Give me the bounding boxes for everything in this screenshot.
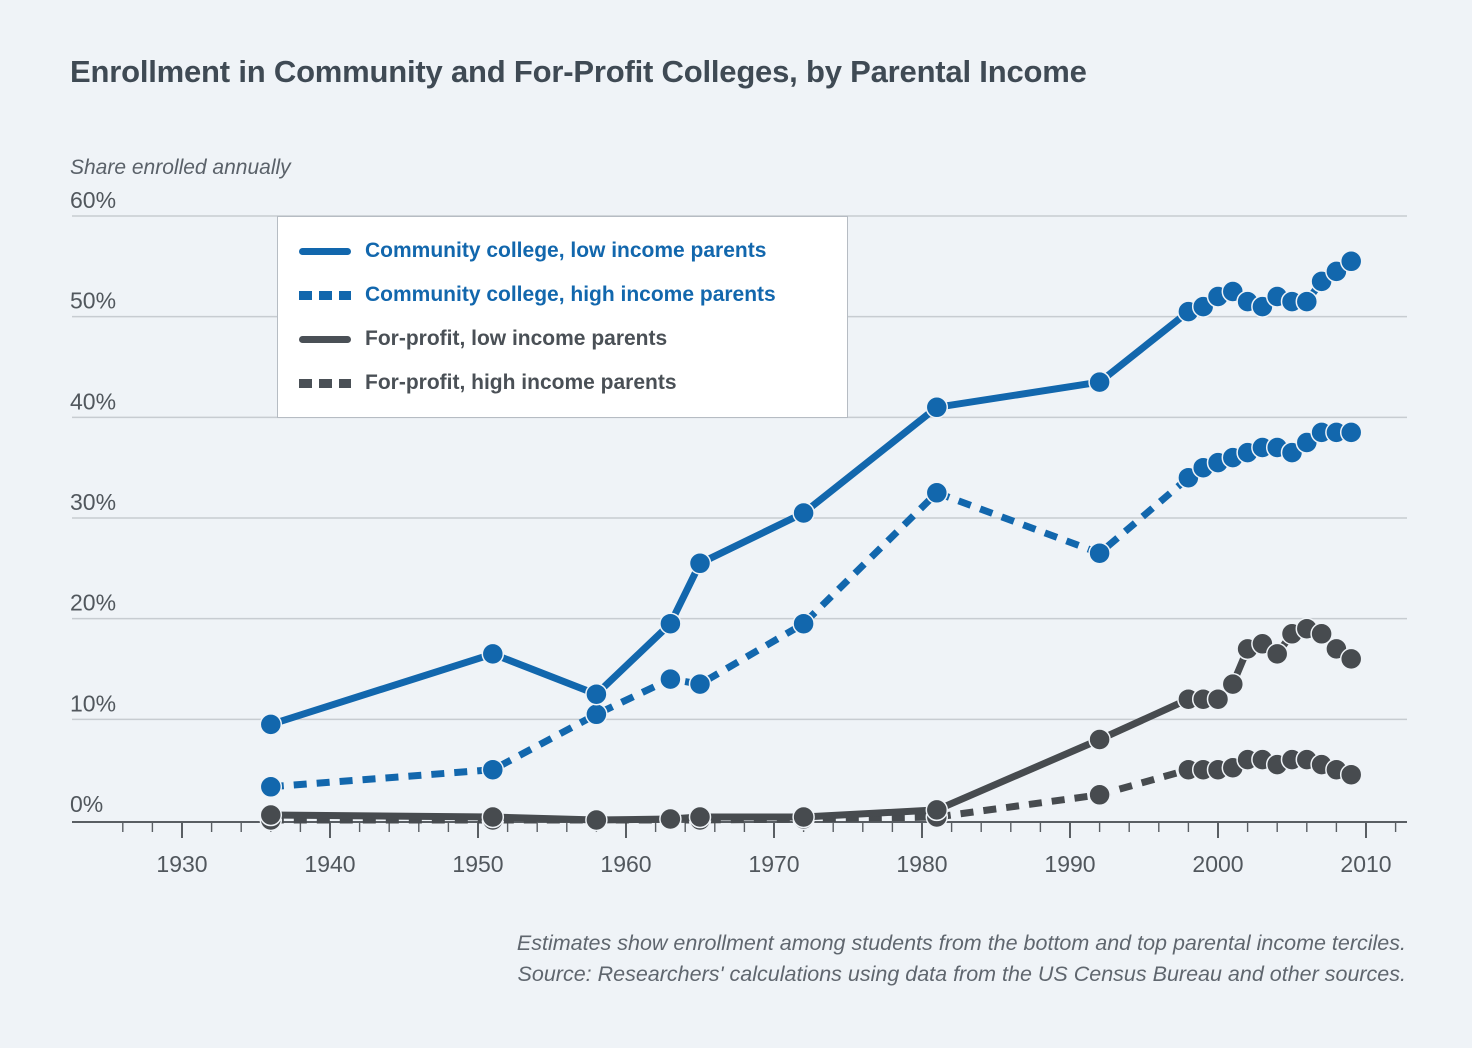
data-point-cc-low-1936	[259, 713, 283, 736]
data-point-cc-low-1992	[1088, 370, 1111, 394]
data-point-fp-high-2009	[1339, 763, 1363, 786]
data-point-fp-low-1981	[925, 798, 949, 822]
y-axis-title: Share enrolled annually	[70, 156, 291, 179]
x-tick-label-1970: 1970	[748, 851, 799, 877]
data-point-cc-high-2009	[1339, 421, 1363, 444]
data-point-fp-low-1965	[688, 805, 712, 829]
data-point-cc-high-1972	[792, 612, 815, 635]
y-tick-label-40%: 40%	[70, 388, 116, 414]
data-point-cc-low-1981	[925, 396, 949, 419]
data-point-cc-high-1958	[585, 703, 608, 726]
y-tick-label-20%: 20%	[70, 590, 116, 616]
data-point-fp-low-2007	[1310, 622, 1333, 646]
legend-item-for-profit-low-income: For-profit, low income parents	[299, 327, 837, 351]
data-point-fp-high-1992	[1088, 783, 1111, 807]
dashed-gray-line-swatch-icon	[299, 378, 351, 388]
y-tick-label-50%: 50%	[70, 288, 116, 314]
data-point-cc-high-1981	[925, 481, 949, 505]
legend-item-community-college-high-income: Community college, high income parents	[299, 283, 837, 307]
legend-label-for-profit-low-income: For-profit, low income parents	[365, 327, 668, 350]
chart-title: Enrollment in Community and For-Profit C…	[70, 54, 1087, 89]
data-point-cc-low-1951	[481, 642, 505, 666]
x-tick-label-2010: 2010	[1340, 851, 1391, 877]
y-tick-label-0%: 0%	[70, 791, 103, 817]
x-tick-label-1990: 1990	[1044, 851, 1095, 877]
legend-label-for-profit-high-income: For-profit, high income parents	[365, 371, 677, 394]
y-tick-label-60%: 60%	[70, 187, 116, 213]
chart-caption: Estimates show enrollment among students…	[517, 928, 1406, 990]
legend-label-community-college-low-income: Community college, low income parents	[365, 239, 767, 262]
data-point-cc-high-1963	[659, 667, 682, 691]
legend-item-for-profit-high-income: For-profit, high income parents	[299, 371, 837, 395]
dashed-blue-line-swatch-icon	[299, 290, 351, 300]
data-point-fp-low-1992	[1088, 728, 1111, 751]
legend-label-community-college-high-income: Community college, high income parents	[365, 283, 776, 306]
data-point-cc-low-1963	[659, 612, 682, 635]
data-point-cc-low-1958	[585, 682, 608, 706]
x-tick-label-1930: 1930	[156, 851, 207, 877]
solid-gray-line-swatch-icon	[299, 335, 351, 343]
data-point-fp-low-2004	[1265, 642, 1289, 666]
data-point-fp-low-1936	[259, 803, 283, 827]
caption-note-line: Estimates show enrollment among students…	[516, 931, 1406, 955]
x-tick-label-1940: 1940	[304, 851, 355, 877]
chart-legend: Community college, low income parents Co…	[277, 216, 848, 418]
data-point-fp-low-1963	[659, 807, 682, 831]
solid-blue-line-swatch-icon	[299, 247, 351, 255]
data-point-fp-low-1958	[585, 808, 608, 832]
data-point-cc-high-1936	[259, 775, 283, 799]
data-point-cc-low-2009	[1339, 250, 1363, 273]
data-point-cc-low-2006	[1295, 290, 1319, 313]
legend-item-community-college-low-income: Community college, low income parents	[299, 239, 837, 263]
data-point-fp-low-2000	[1206, 687, 1230, 711]
data-point-fp-low-1951	[481, 805, 505, 829]
y-tick-label-10%: 10%	[70, 690, 116, 716]
data-point-fp-low-2009	[1339, 647, 1363, 671]
x-tick-label-1960: 1960	[600, 851, 651, 877]
data-point-fp-low-2001	[1221, 672, 1245, 696]
series-line-fp-low	[267, 625, 1355, 824]
caption-source-line: Source: Researchers' calculations using …	[517, 962, 1406, 986]
data-point-cc-high-1951	[481, 758, 505, 781]
x-tick-label-1980: 1980	[896, 851, 947, 877]
data-point-cc-high-1992	[1088, 541, 1111, 565]
data-point-cc-low-1972	[792, 501, 815, 525]
data-point-fp-low-1972	[792, 805, 815, 829]
x-tick-label-2000: 2000	[1192, 851, 1243, 877]
y-tick-label-30%: 30%	[70, 489, 116, 515]
x-tick-label-1950: 1950	[452, 851, 503, 877]
data-point-cc-high-1965	[688, 672, 712, 696]
data-point-cc-low-1965	[688, 552, 712, 575]
